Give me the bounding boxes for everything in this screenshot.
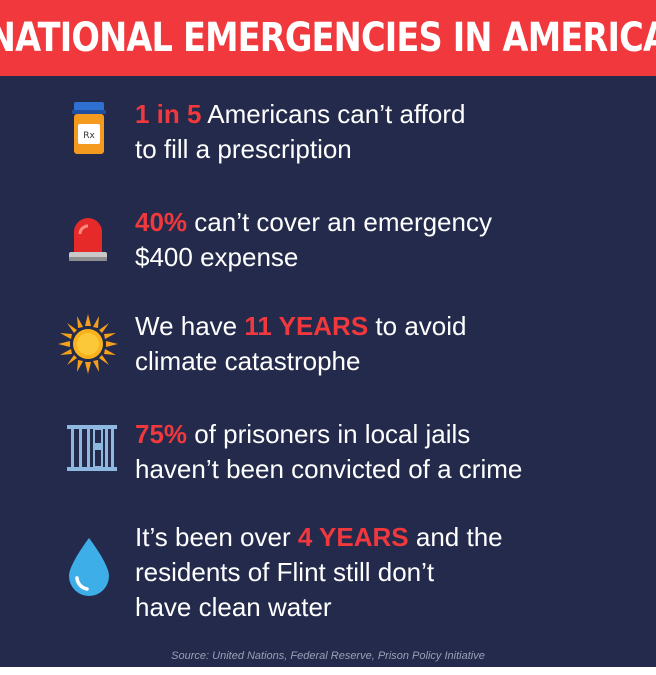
- rx-label: Rx: [83, 131, 95, 141]
- item-line1: of prisoners in local jails: [187, 419, 471, 449]
- item-line2: residents of Flint still don’t: [135, 557, 435, 587]
- list-item-climate: We have 11 YEARS to avoid climate catast…: [0, 308, 656, 388]
- highlight-stat: 1 in 5: [135, 99, 202, 129]
- highlight-stat: 11 YEARS: [244, 311, 369, 341]
- item-line1-pre: It’s been over: [135, 522, 298, 552]
- item-line1: to avoid: [368, 311, 467, 341]
- item-line1-pre: We have: [135, 311, 245, 341]
- list-item-flint-water: It’s been over 4 YEARS and the residents…: [0, 520, 656, 630]
- item-text: 75% of prisoners in local jails haven’t …: [135, 417, 522, 487]
- water-drop-icon: [69, 538, 109, 596]
- item-line2: climate catastrophe: [135, 346, 361, 376]
- list-item-prescription: Rx 1 in 5 Americans can’t afford to fill…: [0, 96, 656, 176]
- item-text: It’s been over 4 YEARS and the residents…: [135, 520, 503, 625]
- poster-title: NATIONAL EMERGENCIES IN AMERICA: [0, 15, 656, 61]
- item-line1: Americans can’t afford: [201, 99, 466, 129]
- item-text: We have 11 YEARS to avoid climate catast…: [135, 309, 466, 379]
- list-item-prisoners: 75% of prisoners in local jails haven’t …: [0, 415, 656, 495]
- jail-bars-icon: [67, 425, 117, 471]
- item-line2: haven’t been convicted of a crime: [135, 454, 523, 484]
- item-line3: have clean water: [135, 592, 332, 622]
- list-item-emergency-expense: 40% can’t cover an emergency $400 expens…: [0, 202, 656, 282]
- pill-bottle-icon: Rx: [72, 102, 106, 154]
- siren-icon: [69, 218, 107, 261]
- highlight-stat: 4 YEARS: [297, 522, 409, 552]
- item-line1: can’t cover an emergency: [187, 207, 492, 237]
- item-line2: $400 expense: [135, 242, 299, 272]
- item-line2: to fill a prescription: [135, 134, 352, 164]
- source-citation: Source: United Nations, Federal Reserve,…: [171, 650, 485, 662]
- highlight-stat: 40%: [135, 207, 188, 237]
- title-banner: NATIONAL EMERGENCIES IN AMERICA: [0, 0, 656, 76]
- highlight-stat: 75%: [135, 419, 188, 449]
- sun-icon: [58, 314, 118, 374]
- item-line1: and the: [408, 522, 503, 552]
- item-text: 1 in 5 Americans can’t afford to fill a …: [135, 97, 465, 167]
- item-text: 40% can’t cover an emergency $400 expens…: [135, 205, 492, 275]
